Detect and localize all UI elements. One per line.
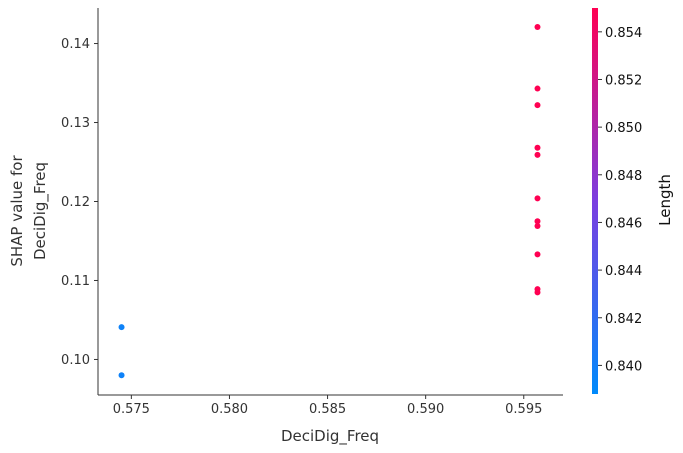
colorbar-tick-label: 0.842 [605,312,642,327]
data-point [534,222,541,229]
data-point [534,85,541,92]
x-tick-label: 0.575 [113,402,150,417]
data-point [534,218,541,225]
colorbar [592,8,598,394]
data-point [534,289,541,296]
y-tick-label: 0.14 [61,37,90,52]
colorbar-tick-label: 0.840 [605,359,642,374]
y-tick-label: 0.10 [61,353,90,368]
x-tick-label: 0.595 [505,402,542,417]
x-axis-label: DeciDig_Freq [281,427,379,446]
colorbar-tick-label: 0.854 [605,26,642,41]
data-point [118,372,125,379]
colorbar-tick-label: 0.850 [605,121,642,136]
x-axis-ticks: 0.575 0.580 0.585 0.590 0.595 [113,395,542,417]
colorbar-tick-label: 0.844 [605,264,642,279]
data-point [534,23,541,30]
data-point [534,195,541,202]
colorbar-ticks: 0.840 0.842 0.844 0.846 0.848 0.850 0.852 0.854 [598,26,642,374]
y-axis-ticks: 0.10 0.11 0.12 0.13 0.14 [61,37,98,368]
y-tick-label: 0.11 [61,274,90,289]
x-tick-label: 0.585 [309,402,346,417]
data-point [534,251,541,258]
y-axis-label-line-1: SHAP value for [8,155,26,267]
data-point [534,102,541,109]
y-axis-label-line-2: DeciDig_Freq [31,162,50,260]
data-point [534,144,541,151]
colorbar-tick-label: 0.848 [605,169,642,184]
x-tick-label: 0.590 [407,402,444,417]
scatter-points [118,23,541,379]
colorbar-label: Length [656,174,674,226]
colorbar-tick-label: 0.852 [605,73,642,88]
x-tick-label: 0.580 [211,402,248,417]
colorbar-tick-label: 0.846 [605,216,642,231]
data-point [534,151,541,158]
data-point [118,324,125,331]
y-tick-label: 0.13 [61,116,90,131]
y-tick-label: 0.12 [61,195,90,210]
